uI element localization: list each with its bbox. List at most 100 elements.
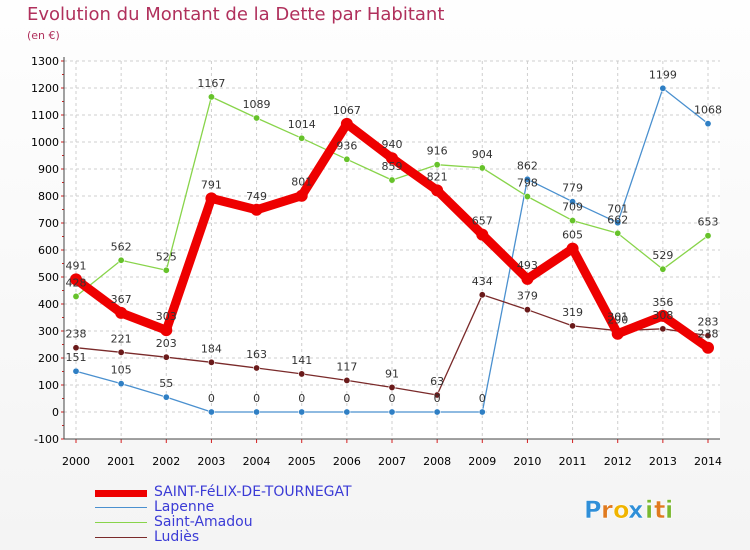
data-point (162, 353, 170, 361)
data-point (566, 242, 579, 255)
data-label: 701 (607, 203, 628, 216)
data-label: 493 (517, 259, 538, 272)
data-label: 916 (427, 145, 448, 158)
data-point (70, 273, 82, 286)
chart-title: Evolution du Montant de la Dette par Hab… (27, 4, 445, 25)
chart-subtitle: (en €) (27, 29, 60, 42)
x-tick-label: 2002 (152, 455, 180, 468)
data-label: 117 (336, 360, 357, 373)
data-label: 141 (291, 354, 312, 367)
logo-letter: r (601, 496, 613, 524)
data-label: 0 (298, 392, 305, 405)
y-tick-label: 100 (38, 379, 59, 392)
data-point (659, 84, 667, 92)
data-label: 290 (607, 314, 628, 327)
x-tick-label: 2006 (333, 455, 361, 468)
data-point (207, 408, 215, 416)
data-point (298, 370, 306, 378)
data-point (298, 134, 306, 142)
data-point (117, 380, 125, 388)
data-point (343, 376, 351, 384)
data-point (569, 198, 577, 206)
legend-swatch-ludies (95, 537, 147, 538)
x-tick-label: 2010 (513, 455, 541, 468)
x-tick-label: 2007 (378, 455, 406, 468)
data-label: 151 (66, 351, 87, 364)
series-3 (72, 291, 712, 399)
x-tick-label: 2013 (649, 455, 677, 468)
data-label: 283 (698, 316, 719, 329)
data-label: 605 (562, 229, 583, 242)
data-point (340, 117, 353, 130)
y-tick-label: 400 (38, 298, 59, 311)
data-point (656, 309, 669, 322)
logo-letter: o (613, 496, 630, 524)
logo-letter: x (628, 496, 644, 524)
data-point (298, 408, 306, 416)
data-label: 1014 (288, 118, 316, 131)
data-point (117, 256, 125, 264)
data-point (476, 228, 489, 241)
logo-letter: P (584, 496, 602, 524)
data-point (433, 161, 441, 169)
legend-swatch-saint-amadou (95, 522, 147, 523)
data-label: 379 (517, 290, 538, 303)
y-tick-label: 1100 (31, 109, 59, 122)
data-label: 653 (698, 216, 719, 229)
data-point (569, 322, 577, 330)
data-point (253, 114, 261, 122)
x-tick-label: 2000 (62, 455, 90, 468)
data-point (478, 164, 486, 172)
data-point (659, 265, 667, 273)
data-label: 105 (111, 364, 132, 377)
data-label: 904 (472, 148, 493, 161)
data-point (295, 189, 308, 202)
y-tick-label: 600 (38, 244, 59, 257)
data-point (205, 192, 218, 205)
data-label: 529 (652, 249, 673, 262)
data-point (521, 272, 534, 285)
data-label: 0 (389, 392, 396, 405)
data-point (253, 408, 261, 416)
series-1 (72, 84, 712, 416)
series-0 (70, 117, 714, 354)
data-label: 184 (201, 342, 222, 355)
data-label: 801 (291, 176, 312, 189)
data-point (659, 325, 667, 333)
data-point (386, 152, 398, 165)
data-label: 301 (607, 311, 628, 324)
data-label: 791 (201, 178, 222, 191)
legend-label-saint-felix: SAINT-FéLIX-DE-TOURNEGAT (154, 484, 352, 500)
data-label: 238 (66, 328, 87, 341)
data-point (569, 217, 577, 225)
x-tick-label: 2005 (288, 455, 316, 468)
data-point (117, 348, 125, 356)
data-label: 0 (434, 392, 441, 405)
y-tick-label: -100 (34, 433, 59, 446)
data-label: 525 (156, 250, 177, 263)
data-label: 821 (427, 170, 448, 183)
data-point (207, 93, 215, 101)
data-label: 0 (208, 392, 215, 405)
x-tick-label: 2011 (559, 455, 587, 468)
data-point (388, 408, 396, 416)
legend-label-lapenne: Lapenne (154, 499, 215, 515)
data-label: 1067 (333, 104, 361, 117)
y-tick-label: 300 (38, 325, 59, 338)
data-point (614, 229, 622, 237)
data-label: 662 (607, 213, 628, 226)
data-label: 936 (336, 139, 357, 152)
legend: SAINT-FéLIX-DE-TOURNEGAT Lapenne Saint-A… (95, 484, 555, 546)
data-point (72, 344, 80, 352)
data-point (433, 408, 441, 416)
data-point (523, 193, 531, 201)
data-point (162, 393, 170, 401)
x-tick-label: 2004 (243, 455, 271, 468)
data-point (343, 155, 351, 163)
x-tick-label: 2008 (423, 455, 451, 468)
data-point (523, 175, 531, 183)
logo-letter: i (665, 496, 673, 524)
data-label: 491 (66, 259, 87, 272)
x-tick-label: 2009 (468, 455, 496, 468)
